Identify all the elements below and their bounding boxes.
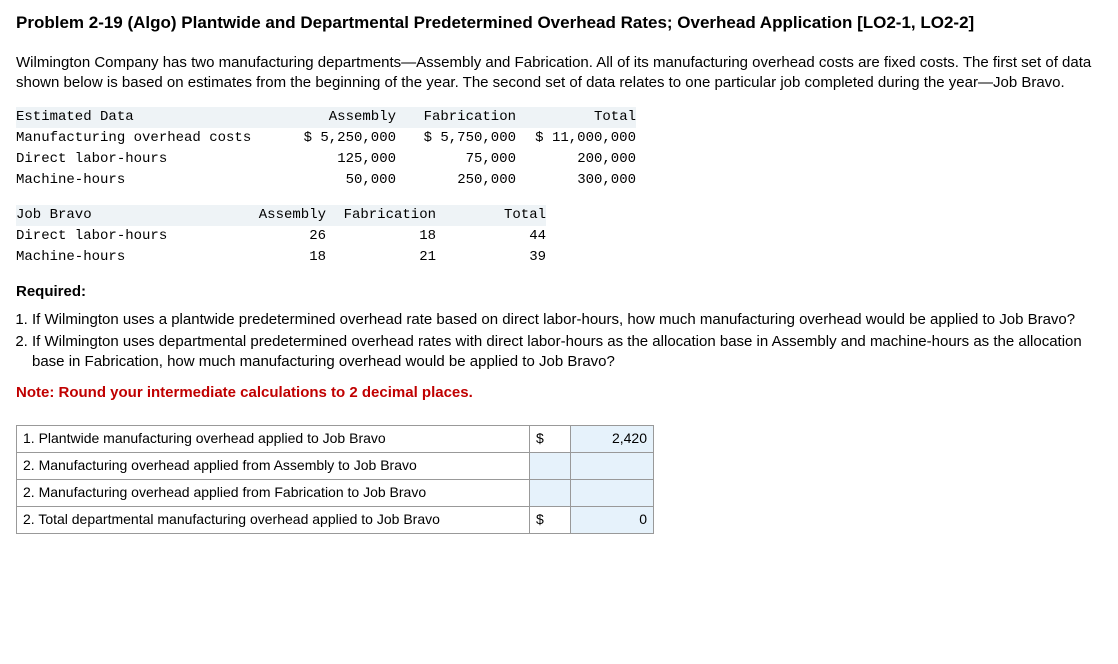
ans2-input[interactable] — [571, 452, 654, 479]
req-1: If Wilmington uses a plantwide predeterm… — [32, 310, 1102, 330]
est-overhead-b: $ 5,750,000 — [396, 128, 516, 149]
job-mh-b: 21 — [326, 247, 436, 268]
ans3-currency — [530, 479, 571, 506]
est-dlh-c: 200,000 — [516, 149, 636, 170]
est-h-total: Total — [516, 107, 636, 128]
ans3-input[interactable] — [571, 479, 654, 506]
est-h-assembly: Assembly — [276, 107, 396, 128]
est-mh-label: Machine-hours — [16, 170, 276, 191]
est-dlh-b: 75,000 — [396, 149, 516, 170]
estimated-data-table: Estimated Data Assembly Fabrication Tota… — [16, 107, 636, 191]
ans1-label: 1. Plantwide manufacturing overhead appl… — [17, 425, 530, 452]
ans4-currency: $ — [530, 506, 571, 533]
req-2: If Wilmington uses departmental predeter… — [32, 332, 1102, 373]
job-title: Job Bravo — [16, 205, 216, 226]
problem-title: Problem 2-19 (Algo) Plantwide and Depart… — [16, 12, 1102, 35]
rounding-note: Note: Round your intermediate calculatio… — [16, 383, 1102, 403]
job-h-assembly: Assembly — [216, 205, 326, 226]
job-dlh-b: 18 — [326, 226, 436, 247]
ans1-currency: $ — [530, 425, 571, 452]
ans2-currency — [530, 452, 571, 479]
est-overhead-label: Manufacturing overhead costs — [16, 128, 276, 149]
job-h-fabrication: Fabrication — [326, 205, 436, 226]
est-overhead-c: $ 11,000,000 — [516, 128, 636, 149]
job-h-total: Total — [436, 205, 546, 226]
intro-text: Wilmington Company has two manufacturing… — [16, 53, 1102, 94]
ans4-input[interactable]: 0 — [571, 506, 654, 533]
est-dlh-label: Direct labor-hours — [16, 149, 276, 170]
ans4-label: 2. Total departmental manufacturing over… — [17, 506, 530, 533]
est-title: Estimated Data — [16, 107, 276, 128]
answer-table: 1. Plantwide manufacturing overhead appl… — [16, 425, 654, 534]
est-mh-c: 300,000 — [516, 170, 636, 191]
job-mh-label: Machine-hours — [16, 247, 216, 268]
est-mh-b: 250,000 — [396, 170, 516, 191]
job-dlh-c: 44 — [436, 226, 546, 247]
ans3-label: 2. Manufacturing overhead applied from F… — [17, 479, 530, 506]
est-overhead-a: $ 5,250,000 — [276, 128, 396, 149]
job-mh-a: 18 — [216, 247, 326, 268]
est-h-fabrication: Fabrication — [396, 107, 516, 128]
job-bravo-table: Job Bravo Assembly Fabrication Total Dir… — [16, 205, 546, 268]
ans1-input[interactable]: 2,420 — [571, 425, 654, 452]
job-mh-c: 39 — [436, 247, 546, 268]
required-list: If Wilmington uses a plantwide predeterm… — [32, 310, 1102, 373]
est-dlh-a: 125,000 — [276, 149, 396, 170]
job-dlh-a: 26 — [216, 226, 326, 247]
ans2-label: 2. Manufacturing overhead applied from A… — [17, 452, 530, 479]
required-heading: Required: — [16, 282, 1102, 302]
est-mh-a: 50,000 — [276, 170, 396, 191]
job-dlh-label: Direct labor-hours — [16, 226, 216, 247]
